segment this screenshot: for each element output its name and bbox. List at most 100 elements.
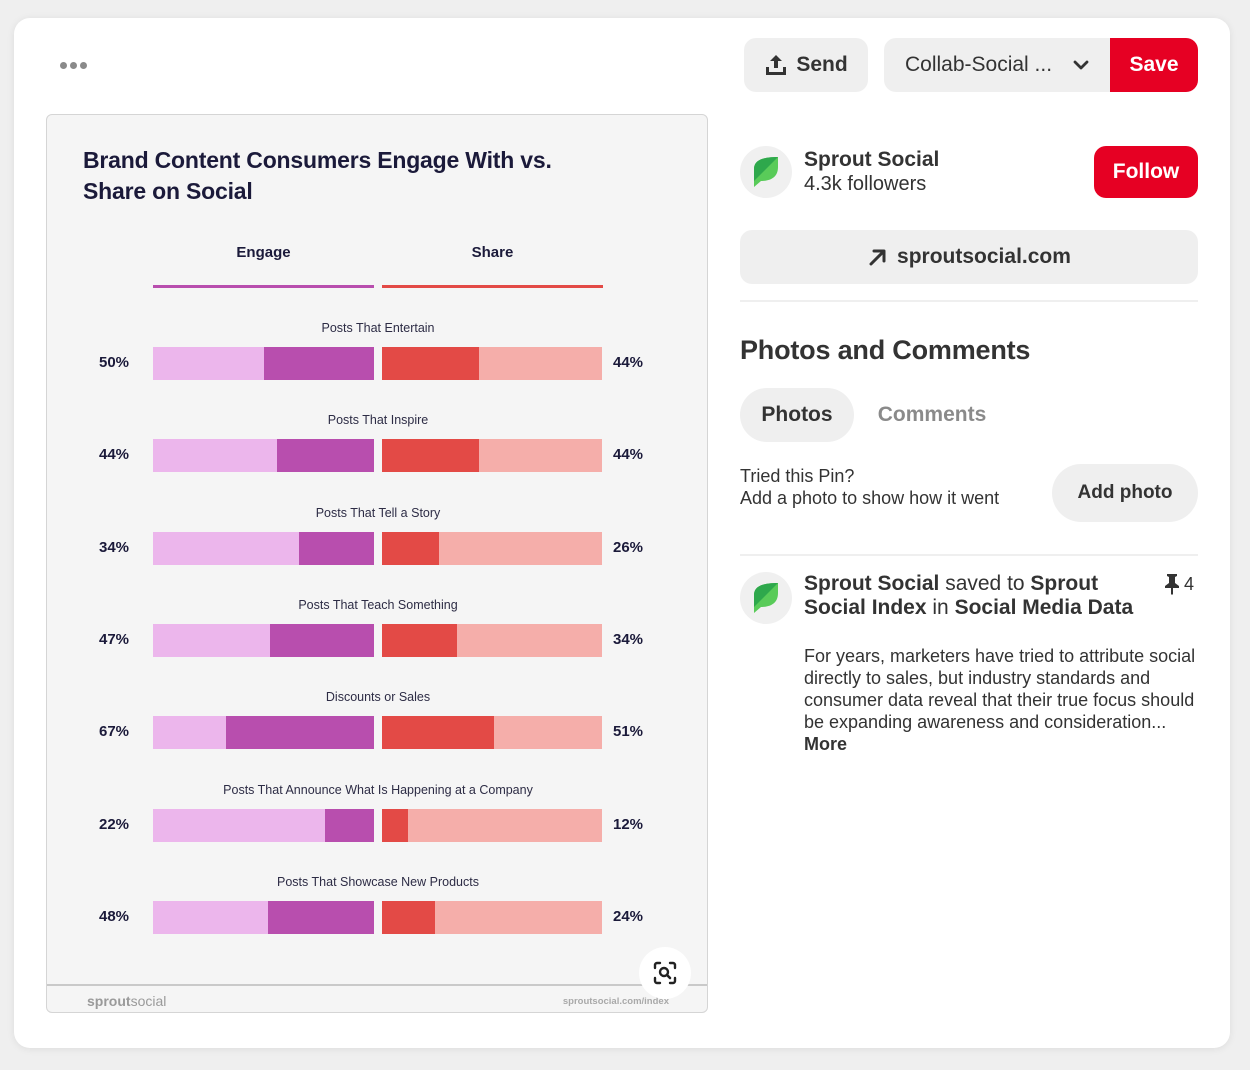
sprout-leaf-logo-icon (754, 583, 778, 613)
engage-value-label: 50% (99, 354, 130, 371)
share-value-label: 44% (613, 446, 644, 464)
category-label: Discounts or Sales (325, 690, 431, 705)
share-value-label: 12% (613, 815, 644, 833)
send-button[interactable]: Send (744, 38, 868, 92)
photos-comments-title: Photos and Comments (740, 335, 1031, 365)
engage-bar-track (153, 347, 374, 380)
engage-bar (263, 347, 374, 380)
ellipsis-icon-dot (79, 61, 87, 69)
sprout-leaf-logo-icon (754, 157, 778, 187)
activity-user-link[interactable]: Sprout Social (804, 572, 940, 595)
legend-engage-line (153, 285, 374, 288)
share-bar (382, 900, 435, 934)
visual-search-button[interactable] (639, 947, 691, 999)
engage-value-label: 44% (99, 446, 130, 464)
category-label: Posts That Inspire (327, 413, 429, 428)
pushpin-icon (1165, 574, 1179, 595)
engage-bar-track (153, 716, 374, 750)
share-bar-track (382, 347, 602, 380)
engage-value-label: 22% (99, 815, 130, 833)
more-link[interactable]: More (804, 734, 848, 754)
legend-share: Share (471, 244, 514, 261)
activity-section-link[interactable]: Social Media Data (954, 596, 1134, 619)
profile-avatar[interactable] (740, 146, 792, 198)
share-bar-track (382, 808, 602, 842)
engage-bar (298, 531, 374, 565)
send-label: Send (796, 53, 848, 76)
share-bar-track (382, 900, 602, 934)
sproutsocial-wordmark: sproutsocial (87, 993, 166, 1009)
ellipsis-icon-dot (69, 61, 77, 69)
engage-bar (270, 623, 374, 657)
engage-bar-track (153, 808, 374, 842)
add-photo-button[interactable]: Add photo (1052, 464, 1198, 522)
wordmark-light: social (130, 993, 167, 1009)
section-divider (740, 554, 1198, 556)
activity-saved-to-text: saved to (939, 572, 1031, 595)
engage-bar (225, 716, 374, 750)
engage-value-label: 34% (99, 538, 130, 556)
share-bar-track (382, 623, 602, 657)
activity-description: For years, marketers have tried to attri… (804, 645, 1204, 755)
share-bar-track (382, 439, 602, 473)
legend-engage: Engage (236, 244, 291, 261)
tried-pin-line2: Add a photo to show how it went (740, 488, 1000, 508)
engage-bar (325, 808, 374, 842)
share-bar (382, 716, 495, 750)
chevron-down-icon (1073, 60, 1089, 70)
follower-count: 4.3k followers (804, 173, 927, 195)
share-bar-track (382, 716, 602, 750)
more-options-button[interactable] (52, 50, 94, 80)
wordmark-bold: sprout (87, 993, 131, 1009)
website-link-label: sproutsocial.com (897, 245, 1071, 268)
category-label: Posts That Tell a Story (315, 505, 441, 520)
pin-count-value: 4 (1184, 573, 1195, 594)
share-value-label: 51% (613, 723, 644, 741)
follow-button[interactable]: Follow (1094, 146, 1198, 198)
engage-bar-track (153, 439, 374, 473)
share-bar (382, 531, 440, 565)
pin-count: 4 (1164, 573, 1194, 595)
engage-value-label: 67% (99, 723, 130, 741)
share-value-label: 26% (613, 538, 644, 556)
section-divider (740, 300, 1198, 302)
save-button[interactable]: Save (1110, 38, 1198, 92)
tab-comments[interactable]: Comments (877, 403, 987, 426)
infographic-footer-url: sproutsocial.com/index (562, 996, 669, 1007)
tried-pin-prompt: Tried this Pin? Add a photo to show how … (740, 465, 999, 509)
arrow-up-right-icon (869, 249, 886, 266)
share-bar-track (382, 531, 602, 565)
share-bar (382, 808, 409, 842)
board-select-dropdown[interactable]: Collab-Social ... (884, 38, 1110, 92)
activity-avatar[interactable] (740, 572, 792, 624)
category-label: Posts That Entertain (321, 321, 435, 335)
engage-bar (276, 439, 374, 473)
activity-in-text: in (926, 596, 955, 619)
activity-description-text: For years, marketers have tried to attri… (804, 646, 1196, 732)
share-value-label: 24% (613, 907, 644, 925)
website-link-button[interactable]: sproutsocial.com (740, 230, 1198, 284)
share-value-label: 34% (613, 630, 644, 648)
tried-pin-line1: Tried this Pin? (740, 466, 855, 486)
board-select-value: Collab-Social ... (905, 53, 1053, 76)
engage-value-label: 47% (99, 630, 130, 648)
category-label: Posts That Teach Something (298, 597, 458, 612)
engage-bar-track (153, 900, 374, 934)
engage-value-label: 48% (99, 907, 130, 925)
share-bar (382, 439, 479, 473)
tab-photos[interactable]: Photos (740, 388, 854, 442)
engage-bar (267, 900, 374, 934)
legend-share-line (382, 285, 603, 288)
share-upload-icon (766, 55, 787, 75)
share-value-label: 44% (613, 354, 644, 371)
activity-headline: Sprout Social saved to Sprout Social Ind… (804, 572, 1134, 620)
engage-bar-track (153, 531, 374, 565)
activity-board-link[interactable]: Sprout Social Index (804, 572, 1099, 619)
engage-bar-track (153, 623, 374, 657)
share-bar (382, 623, 457, 657)
profile-name[interactable]: Sprout Social (804, 148, 940, 171)
category-label: Posts That Announce What Is Happening at… (223, 782, 533, 797)
ellipsis-icon (59, 61, 67, 69)
pin-image[interactable]: Brand Content Consumers Engage With vs. … (46, 114, 708, 1013)
visual-search-icon (653, 961, 677, 985)
